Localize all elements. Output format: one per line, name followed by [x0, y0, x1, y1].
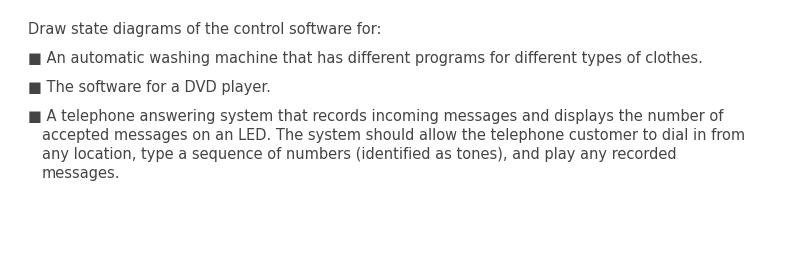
Text: accepted messages on an LED. The system should allow the telephone customer to d: accepted messages on an LED. The system … [42, 128, 745, 143]
Text: Draw state diagrams of the control software for:: Draw state diagrams of the control softw… [28, 22, 382, 37]
Text: ■ An automatic washing machine that has different programs for different types o: ■ An automatic washing machine that has … [28, 51, 703, 66]
Text: ■ The software for a DVD player.: ■ The software for a DVD player. [28, 80, 271, 95]
Text: ■ A telephone answering system that records incoming messages and displays the n: ■ A telephone answering system that reco… [28, 109, 723, 124]
Text: any location, type a sequence of numbers (identified as tones), and play any rec: any location, type a sequence of numbers… [42, 147, 676, 162]
Text: messages.: messages. [42, 166, 120, 181]
